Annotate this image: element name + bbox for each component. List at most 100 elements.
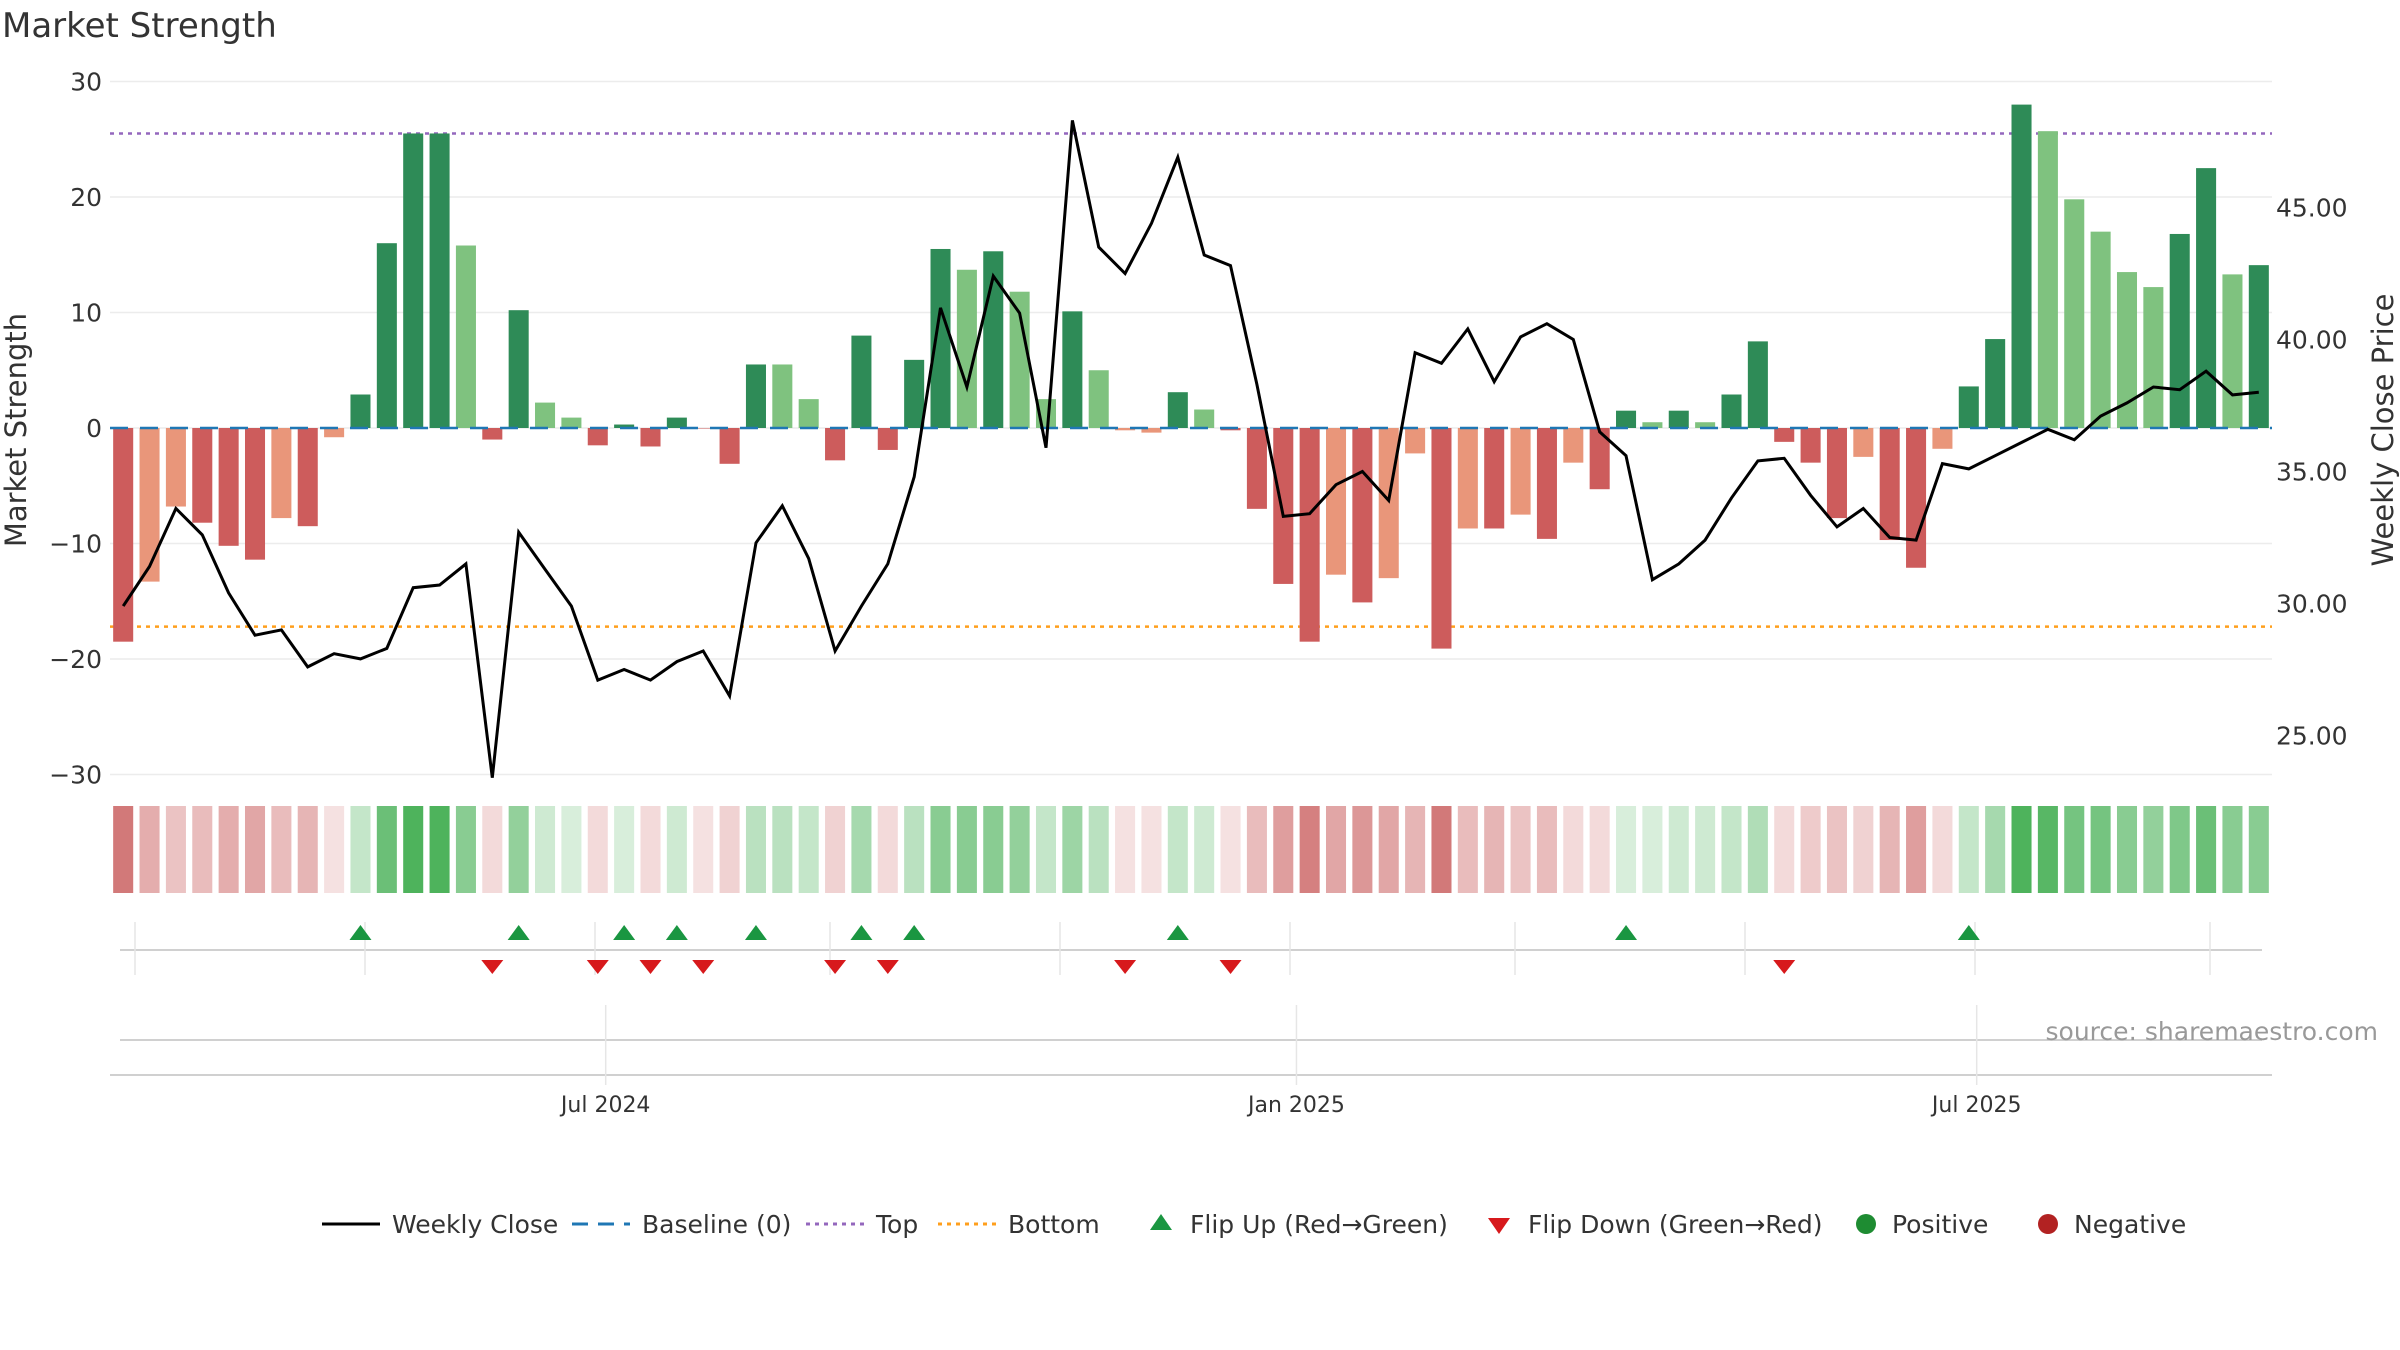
heat-cell: [1589, 806, 1610, 893]
heat-cell: [1906, 806, 1927, 893]
y-tick-labels: 30 20 10 0 −10 −20 −30: [49, 68, 102, 790]
heat-cell: [1457, 806, 1478, 893]
flip-up-marker: [349, 925, 372, 940]
heat-cell: [1721, 806, 1742, 893]
legend-label: Flip Up (Red→Green): [1190, 1210, 1448, 1239]
flip-down-marker: [1114, 960, 1137, 974]
heat-cell: [1167, 806, 1188, 893]
heat-cell: [851, 806, 872, 893]
strength-bar: [271, 428, 292, 519]
heat-cell: [772, 806, 793, 893]
flip-down-marker: [639, 960, 662, 974]
strength-bar: [376, 243, 397, 428]
heat-cell: [1616, 806, 1637, 893]
strength-bar: [745, 364, 766, 428]
strength-bar: [1246, 428, 1267, 509]
heat-cell: [587, 806, 608, 893]
strength-bar: [1194, 409, 1215, 428]
strength-bar: [350, 394, 371, 428]
flip-panel-gridlines: [120, 922, 2262, 975]
heat-cell: [139, 806, 160, 893]
flip-down-marker: [586, 960, 609, 974]
heat-cell: [1352, 806, 1373, 893]
strength-bar: [1958, 386, 1979, 428]
y2-tick-label: 25.00: [2276, 722, 2348, 751]
heat-cell: [455, 806, 476, 893]
strength-bar: [851, 335, 872, 428]
heat-cell: [2064, 806, 2085, 893]
strength-bar: [455, 245, 476, 428]
legend-label: Weekly Close: [392, 1210, 558, 1239]
strength-bar: [1088, 370, 1109, 428]
strength-bar: [877, 428, 898, 450]
strength-bar: [666, 417, 687, 428]
strength-bar: [1431, 428, 1452, 649]
heat-cell: [482, 806, 503, 893]
heat-cell: [1668, 806, 1689, 893]
strength-bar: [429, 133, 450, 428]
heat-cell: [1405, 806, 1426, 893]
heat-cell: [1958, 806, 1979, 893]
heat-cell: [930, 806, 951, 893]
flip-up-marker: [850, 925, 873, 940]
heat-cell: [113, 806, 134, 893]
heat-cell: [350, 806, 371, 893]
y-tick-label: −30: [49, 761, 102, 790]
flip-down-marker: [1773, 960, 1796, 974]
heat-cell: [1800, 806, 1821, 893]
heat-cell: [324, 806, 345, 893]
flip-down-marker: [1219, 960, 1242, 974]
heat-cell: [1035, 806, 1057, 893]
source-note: source: sharemaestro.com: [2046, 1017, 2379, 1046]
heat-cell: [1273, 806, 1294, 893]
legend-label: Bottom: [1008, 1210, 1100, 1239]
flip-up-marker: [1615, 925, 1638, 940]
strength-bar: [2196, 168, 2217, 428]
heat-cell: [2196, 806, 2217, 893]
strength-bar: [930, 248, 951, 428]
strength-bar: [1932, 428, 1953, 449]
legend-label: Baseline (0): [642, 1210, 791, 1239]
strength-bar: [1616, 410, 1637, 428]
strength-bar: [218, 428, 239, 546]
heat-cell: [1325, 806, 1347, 893]
main-plot: 30 20 10 0 −10 −20 −30 45.00 40.00 35.00 30.00 25.…: [0, 68, 2400, 790]
heat-cell: [1194, 806, 1215, 893]
strength-bar: [693, 428, 714, 429]
heat-cell: [1879, 806, 1900, 893]
legend-positive-dot: [1856, 1214, 1876, 1234]
strength-bar: [113, 428, 134, 642]
heat-cell: [1378, 806, 1399, 893]
strength-bar: [1378, 428, 1399, 579]
heat-cell: [2222, 806, 2243, 893]
strength-bar: [1721, 394, 1742, 428]
strength-bar: [1747, 341, 1768, 428]
heat-cell: [1826, 806, 1847, 893]
y-tick-label: 30: [70, 68, 102, 97]
strength-bar: [192, 428, 213, 523]
y-tick-label: 0: [86, 414, 102, 443]
heat-cell: [376, 806, 397, 893]
strength-bar: [1826, 428, 1847, 519]
strength-bar: [1141, 428, 1162, 433]
heat-cell: [2169, 806, 2190, 893]
heat-cell: [2011, 806, 2032, 893]
y-tick-label: −10: [49, 530, 102, 559]
heat-strip: [113, 806, 2269, 893]
y-axis-label: Market Strength: [0, 313, 33, 547]
strength-bar: [1273, 428, 1294, 584]
heat-cell: [1985, 806, 2006, 893]
heat-cell: [825, 806, 846, 893]
x-tick-label: Jul 2025: [1930, 1093, 2022, 1118]
strength-bar: [719, 428, 740, 464]
strength-bar: [772, 364, 793, 428]
strength-bar: [904, 359, 925, 428]
x-tick-labels: Jul 2024 Jan 2025 Jul 2025: [559, 1093, 2022, 1118]
flip-up-marker: [903, 925, 926, 940]
heat-cell: [1642, 806, 1663, 893]
y-tick-label: 10: [70, 299, 102, 328]
strength-bar: [324, 428, 345, 438]
flip-down-marker: [876, 960, 899, 974]
heat-cell: [1932, 806, 1953, 893]
y2-tick-label: 35.00: [2276, 458, 2348, 487]
